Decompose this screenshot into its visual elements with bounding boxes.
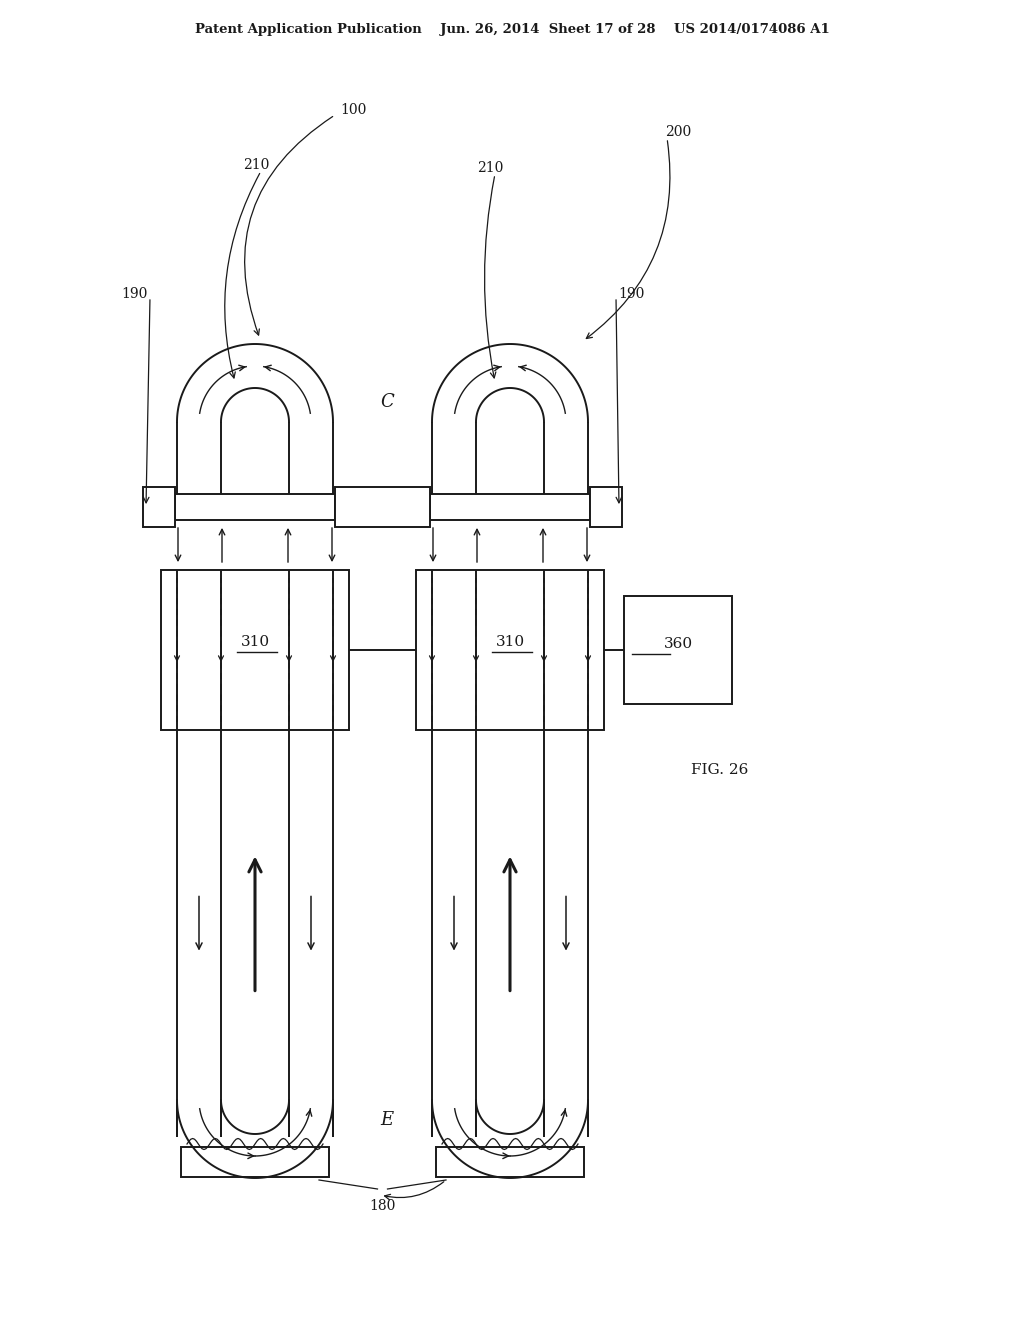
Text: 310: 310	[241, 635, 269, 649]
Bar	[430, 494, 590, 520]
Text: 210: 210	[477, 161, 504, 176]
Bar	[175, 494, 335, 520]
Text: 200: 200	[665, 125, 691, 139]
Bar	[590, 487, 622, 527]
Bar	[436, 1147, 584, 1177]
Text: Patent Application Publication    Jun. 26, 2014  Sheet 17 of 28    US 2014/01740: Patent Application Publication Jun. 26, …	[195, 24, 829, 37]
Text: 210: 210	[243, 158, 269, 172]
Text: C: C	[380, 393, 394, 411]
Text: 180: 180	[370, 1199, 395, 1213]
Bar	[416, 570, 604, 730]
Bar	[181, 1147, 329, 1177]
Text: 310: 310	[496, 635, 524, 649]
Bar	[335, 487, 430, 527]
Text: E: E	[381, 1111, 393, 1129]
Text: 190: 190	[618, 286, 644, 301]
Text: 360: 360	[664, 638, 692, 651]
Bar	[624, 597, 732, 704]
Bar	[143, 487, 175, 527]
Text: 190: 190	[122, 286, 148, 301]
Text: 100: 100	[340, 103, 367, 117]
Text: FIG. 26: FIG. 26	[691, 763, 749, 777]
Bar	[161, 570, 349, 730]
